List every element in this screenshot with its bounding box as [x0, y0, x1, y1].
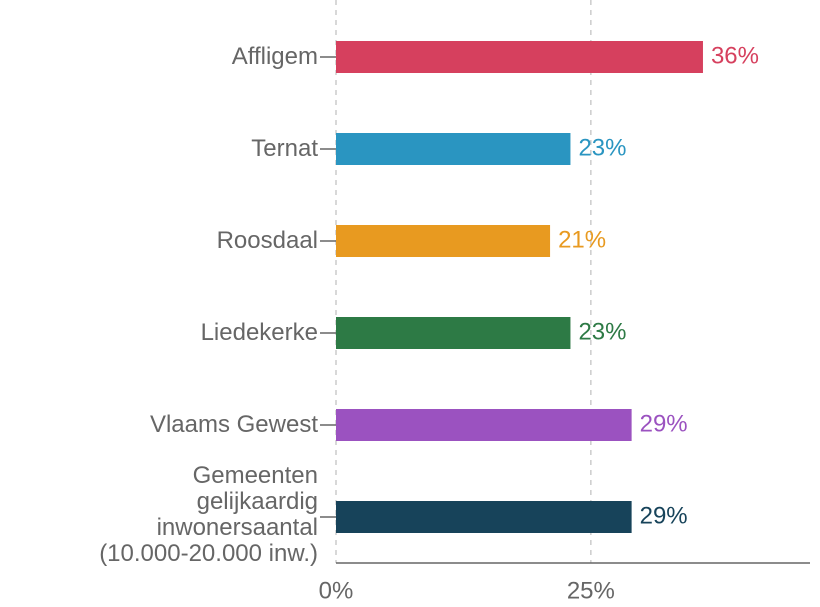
y-tick-label: Roosdaal [216, 227, 318, 254]
y-tick-label: Affligem [231, 43, 318, 70]
y-tick-label: Gemeenten gelijkaardig inwonersaantal (1… [99, 462, 318, 567]
y-tick-label: Ternat [251, 135, 318, 162]
value-label: 29% [640, 502, 688, 529]
y-tick-label: Liedekerke [200, 319, 318, 346]
bar [336, 133, 571, 165]
y-tick-label: Vlaams Gewest [149, 411, 318, 438]
value-label: 36% [711, 42, 759, 69]
bar [336, 225, 551, 257]
value-label: 29% [640, 410, 688, 437]
value-label: 21% [558, 226, 606, 253]
bar [336, 317, 571, 349]
value-label: 23% [578, 318, 626, 345]
bar [336, 41, 703, 73]
bar [336, 409, 632, 441]
x-tick-label: 25% [567, 577, 615, 604]
bar [336, 501, 632, 533]
x-tick-label: 0% [319, 577, 354, 604]
value-label: 23% [578, 134, 626, 161]
